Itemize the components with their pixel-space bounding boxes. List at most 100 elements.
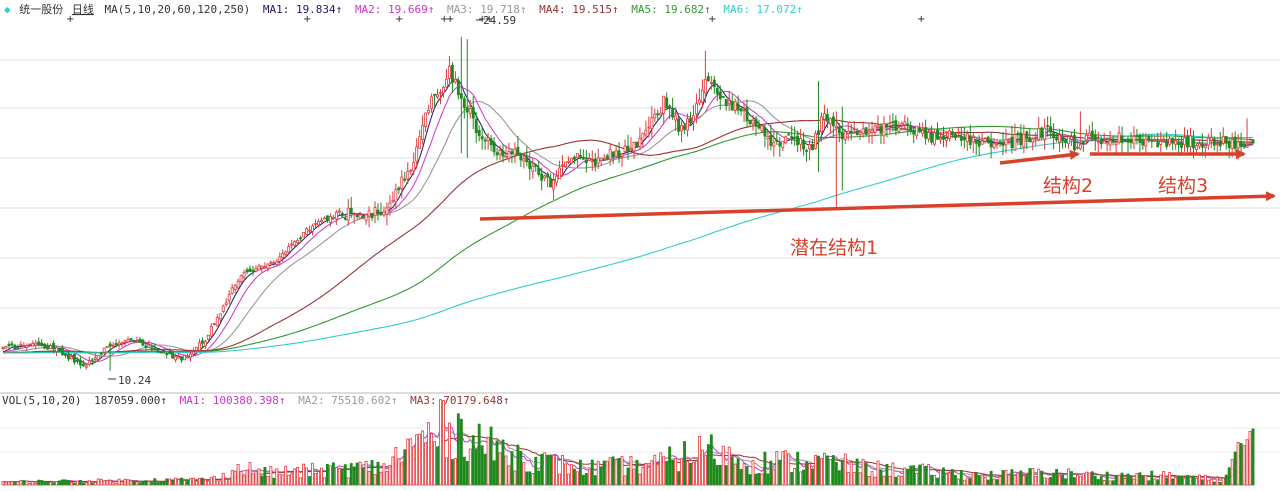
volume-bar [212,476,216,486]
candle-body [4,345,8,349]
candle-body [817,130,820,135]
volume-bar [1138,472,1142,486]
candle-body [343,217,347,220]
volume-bar [1242,445,1246,486]
candle-body [721,95,725,98]
volume-bar [754,473,758,486]
candle-body [13,344,17,350]
candle-body [141,339,145,346]
volume-bar [695,460,698,486]
volume-bar [447,422,451,486]
candle-body [355,214,359,218]
volume-bar [180,477,184,486]
volume-bar [453,458,457,486]
period-label[interactable]: 日线 [72,2,94,16]
volume-bar [1043,477,1047,486]
candle-body [337,210,341,213]
volume-bar [510,451,514,486]
candle-body [546,173,550,178]
volume-bar [977,475,981,486]
candle-body [439,92,442,94]
volume-bar [242,475,246,486]
candle-body [260,265,264,269]
volume-bar [561,454,564,486]
volume-bar [721,445,725,486]
candle-body [203,341,207,347]
volume-bar [968,478,972,486]
volume-bar [111,482,115,486]
volume-bar [331,462,335,486]
volume-bar [876,460,880,486]
event-marker: + [446,14,454,25]
candle-body [1067,136,1070,145]
volume-bar [891,462,895,486]
volume-bar [1102,480,1106,486]
candle-body [406,170,410,180]
candle-body [16,347,20,349]
volume-bar [799,471,803,486]
candle-body [248,268,252,272]
candle-body [58,348,61,351]
volume-bar [1067,468,1070,486]
candle-body [1150,139,1154,142]
volume-bar [120,481,124,486]
candle-body [1049,126,1053,133]
volume-bar [96,478,100,486]
volume-bar [314,472,317,486]
candle-body [796,135,800,146]
volume-bar [275,468,279,486]
volume-bar [1203,474,1207,486]
candle-body [230,287,234,294]
candle-body [1218,142,1222,147]
volume-bar [620,456,624,486]
volume-bar [1200,479,1204,486]
candle-body [885,123,889,127]
volume-bar [31,481,35,486]
volume-bar [965,477,969,486]
candle-body [430,96,434,109]
ma5-value: MA5: 19.682↑ [631,3,710,16]
candle-body [912,130,916,135]
candle-body [171,351,175,359]
volume-bar [459,418,463,486]
candle-body [1111,139,1115,143]
volume-bar [739,468,743,486]
volume-bar [221,472,225,486]
volume-bar [320,467,323,486]
volume-bar [558,473,561,486]
candle-body [1135,135,1139,138]
volume-bar [450,459,454,486]
volume-bar [885,463,889,486]
candle-body [477,129,481,136]
volume-bar [471,435,475,486]
candle-body [703,78,707,94]
volume-bar [614,459,618,486]
volume-bar [653,454,657,486]
candle-body [956,135,960,138]
ma-line-5 [2,78,1254,365]
volume-bar [724,465,728,486]
candle-body [165,353,169,355]
candle-body [474,118,478,134]
volume-bar [138,482,142,486]
volume-bar [445,457,448,486]
volume-bar [245,469,249,486]
volume-bar [593,475,597,486]
volume-bar [424,442,428,486]
volume-bar [596,460,600,486]
candle-body [31,342,35,347]
volume-bar [1010,469,1014,486]
volume-bar [858,472,862,486]
candle-body [385,207,389,215]
candle-body [623,145,627,153]
candle-body [1209,137,1213,141]
volume-bar [1084,471,1088,486]
volume-bar [197,477,201,486]
volume-bar [153,478,157,486]
volume-bar [43,481,47,486]
volume-bar [233,470,237,486]
candle-body [846,130,850,134]
volume-bar [1031,468,1035,486]
volume-bar [715,464,719,486]
volume-bar [209,476,213,486]
